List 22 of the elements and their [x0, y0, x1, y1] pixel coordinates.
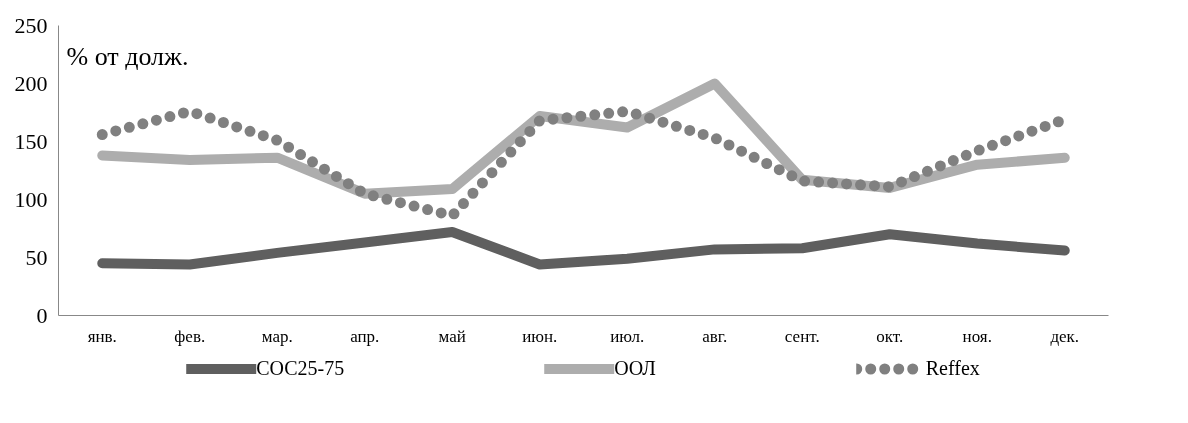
y-tick-label: 250 [14, 12, 48, 38]
x-tick-label: фев. [174, 326, 206, 346]
y-axis-title: % от долж. [66, 41, 189, 71]
x-tick-label: дек. [1050, 326, 1080, 346]
y-tick-label: 50 [25, 244, 48, 270]
x-tick-label: май [438, 326, 466, 346]
y-tick-label: 0 [36, 302, 48, 328]
y-tick-label: 150 [14, 128, 48, 154]
x-tick-label: авг. [702, 326, 728, 346]
y-tick-label: 100 [14, 186, 48, 212]
x-tick-label: окт. [876, 326, 904, 346]
y-tick-label: 200 [14, 70, 48, 96]
legend-label: Reffex [925, 356, 980, 380]
x-tick-label: ноя. [962, 326, 992, 346]
legend-label: СОС25-75 [256, 356, 345, 380]
x-tick-label: июл. [610, 326, 645, 346]
x-tick-label: мар. [261, 326, 293, 346]
x-tick-label: апр. [350, 326, 380, 346]
x-tick-label: сент. [784, 326, 820, 346]
x-tick-label: июн. [522, 326, 558, 346]
x-tick-label: янв. [87, 326, 117, 346]
legend-label: ООЛ [614, 356, 656, 380]
